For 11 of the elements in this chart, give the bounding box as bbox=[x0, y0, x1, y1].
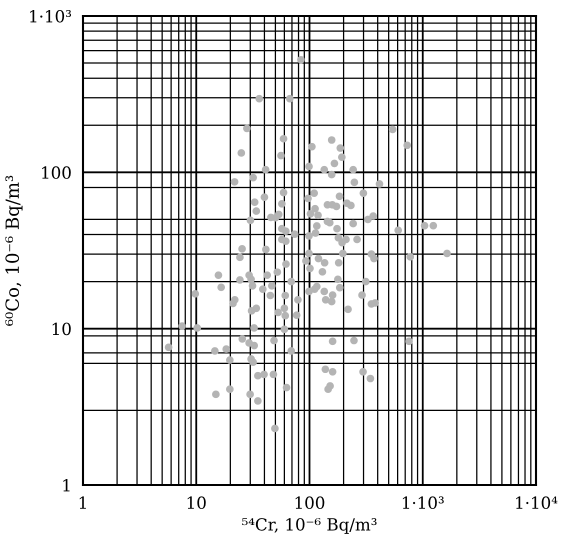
x-tick-label: 1 bbox=[80, 496, 86, 509]
y-axis-title: ⁶⁰Co, 10⁻⁶ Bq/m³ bbox=[5, 176, 23, 326]
x-axis-title: ⁵⁴Cr, 10⁻⁶ Bq/m³ bbox=[242, 518, 377, 534]
x-tick-label: 100 bbox=[296, 496, 324, 510]
y-tick-label: 1 bbox=[63, 478, 70, 492]
x-tick-label: 10 bbox=[188, 496, 206, 510]
x-tick-label: 1·10³ bbox=[402, 496, 444, 510]
y-tick-label: 1·10³ bbox=[30, 10, 72, 23]
x-tick-label: 1·10⁴ bbox=[516, 496, 558, 510]
y-tick-label: 100 bbox=[42, 166, 71, 179]
y-tick-label: 10 bbox=[52, 322, 71, 336]
